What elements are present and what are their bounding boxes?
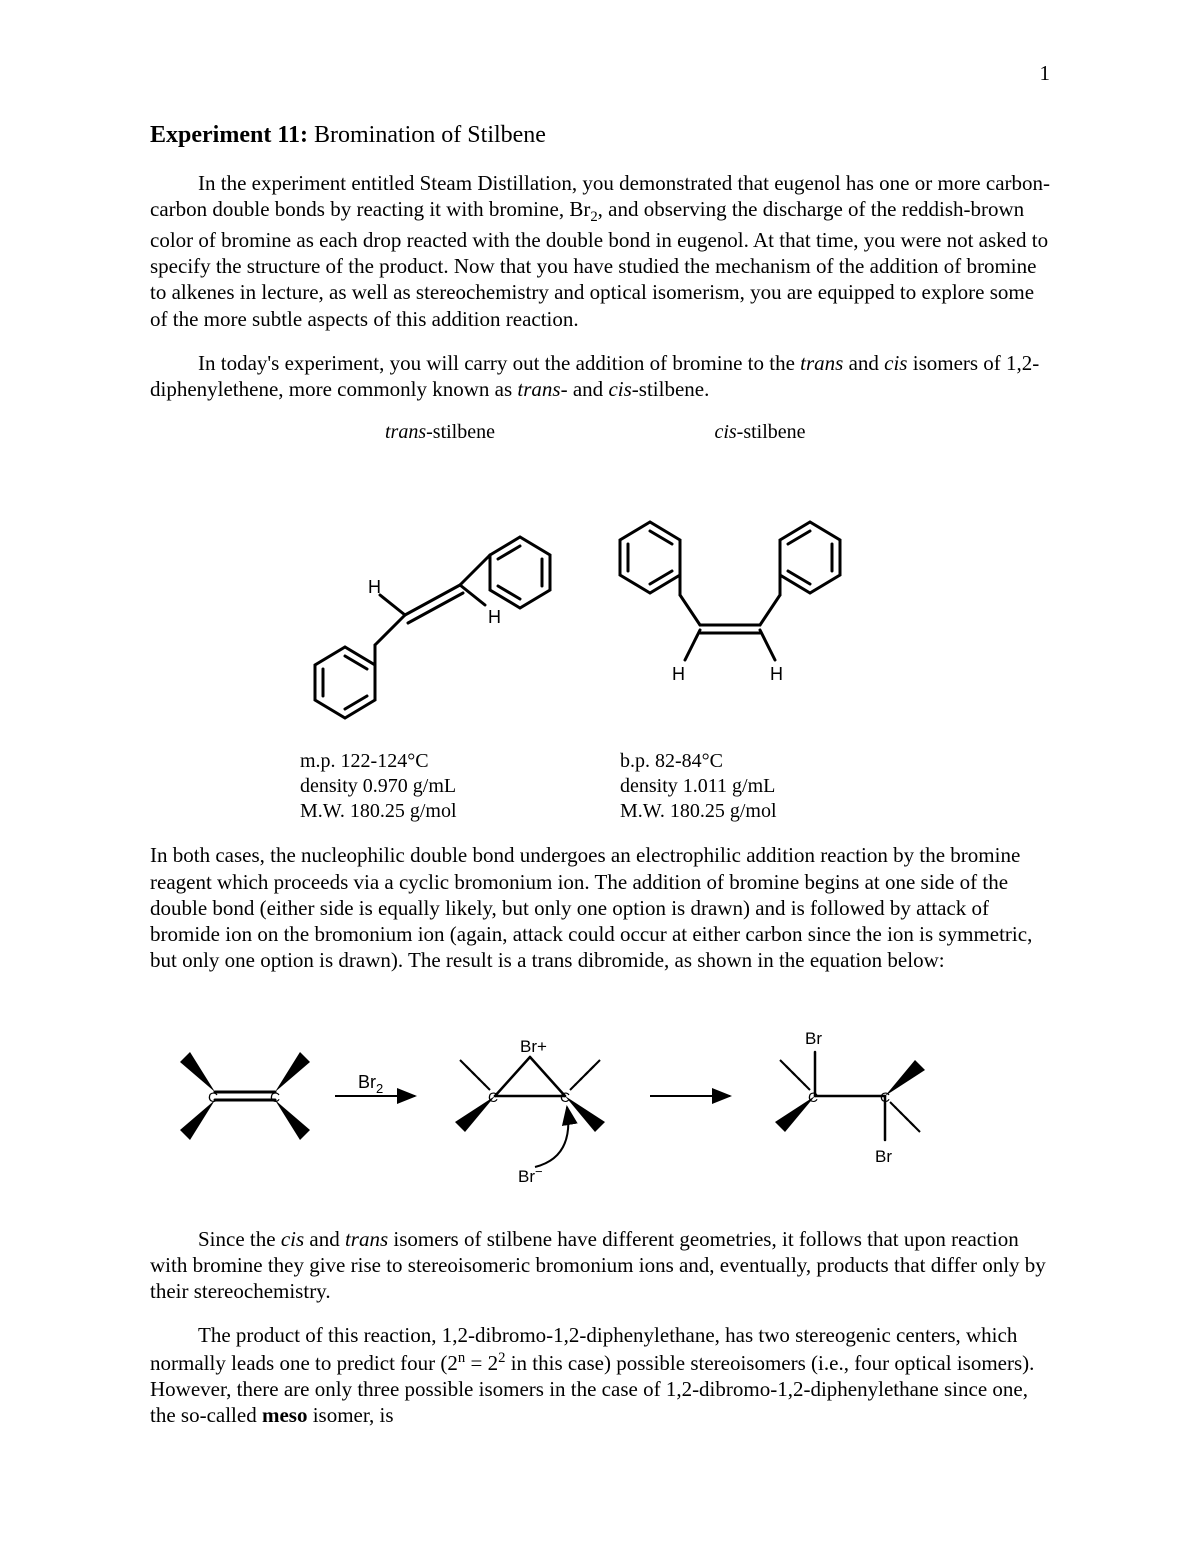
prop-bp: b.p. 82-84°C [620, 749, 900, 774]
prop-mp: m.p. 122-124°C [300, 749, 580, 774]
structure-labels-row: trans-stilbene cis-stilbene [150, 420, 1050, 445]
svg-text:C: C [560, 1089, 570, 1105]
text: In today's experiment, you will carry ou… [198, 351, 800, 375]
structures-svg: H H [290, 455, 910, 735]
stilbene-structures: H H [150, 455, 1050, 735]
mechanism-figure: C C Br2 Br+ C C [150, 992, 1050, 1202]
paragraph-2: In today's experiment, you will carry ou… [150, 350, 1050, 403]
text: In both cases, the nucleophilic double b… [150, 843, 1032, 972]
svg-text:C: C [488, 1089, 498, 1105]
svg-text:H: H [770, 664, 783, 684]
paragraph-3: In both cases, the nucleophilic double b… [150, 842, 1050, 973]
text-italic: trans- [517, 377, 567, 401]
svg-text:H: H [368, 577, 381, 597]
svg-text:H: H [672, 664, 685, 684]
text-bold: meso [262, 1403, 308, 1427]
prop-mw: M.W. 180.25 g/mol [620, 799, 900, 824]
text: stilbene. [639, 377, 710, 401]
prop-density: density 0.970 g/mL [300, 774, 580, 799]
paragraph-4: Since the cis and trans isomers of stilb… [150, 1226, 1050, 1305]
text-italic: cis [281, 1227, 304, 1251]
text-italic: trans [385, 421, 426, 443]
text: isomer, is [307, 1403, 393, 1427]
cis-props-col: b.p. 82-84°C density 1.011 g/mL M.W. 180… [620, 749, 900, 824]
prop-mw: M.W. 180.25 g/mol [300, 799, 580, 824]
title-bold: Experiment 11: [150, 122, 308, 148]
text: and [568, 377, 609, 401]
text-italic: cis [884, 351, 907, 375]
label-trans-col: trans-stilbene [300, 420, 580, 445]
title-rest: Bromination of Stilbene [308, 122, 546, 148]
text-italic: cis [714, 421, 736, 443]
svg-text:Br+: Br+ [520, 1037, 547, 1056]
subscript: 2 [590, 209, 597, 225]
svg-text:H: H [488, 607, 501, 627]
prop-density: density 1.011 g/mL [620, 774, 900, 799]
text: = 2 [465, 1351, 498, 1375]
text-italic: trans [800, 351, 843, 375]
text: Since the [198, 1227, 281, 1251]
svg-text:C: C [270, 1089, 280, 1105]
text: -stilbene [426, 421, 495, 443]
svg-text:C: C [808, 1089, 818, 1105]
mechanism-svg: C C Br2 Br+ C C [160, 992, 1040, 1202]
text-italic: trans [345, 1227, 388, 1251]
text: and [843, 351, 884, 375]
document-page: 1 Experiment 11: Bromination of Stilbene… [0, 0, 1200, 1553]
svg-text:Br−: Br− [518, 1164, 543, 1186]
paragraph-1: In the experiment entitled Steam Distill… [150, 170, 1050, 332]
paragraph-5: The product of this reaction, 1,2-dibrom… [150, 1322, 1050, 1428]
trans-props-col: m.p. 122-124°C density 0.970 g/mL M.W. 1… [300, 749, 580, 824]
svg-text:Br2: Br2 [358, 1072, 383, 1096]
label-cis-col: cis-stilbene [620, 420, 900, 445]
svg-text:Br: Br [805, 1029, 822, 1048]
properties-row: m.p. 122-124°C density 0.970 g/mL M.W. 1… [150, 749, 1050, 824]
text: -stilbene [737, 421, 806, 443]
svg-text:C: C [208, 1089, 218, 1105]
text-italic: cis- [608, 377, 638, 401]
text: and [304, 1227, 345, 1251]
svg-text:C: C [880, 1089, 890, 1105]
page-title: Experiment 11: Bromination of Stilbene [150, 120, 1050, 150]
page-number: 1 [1040, 60, 1051, 86]
svg-text:Br: Br [875, 1147, 892, 1166]
